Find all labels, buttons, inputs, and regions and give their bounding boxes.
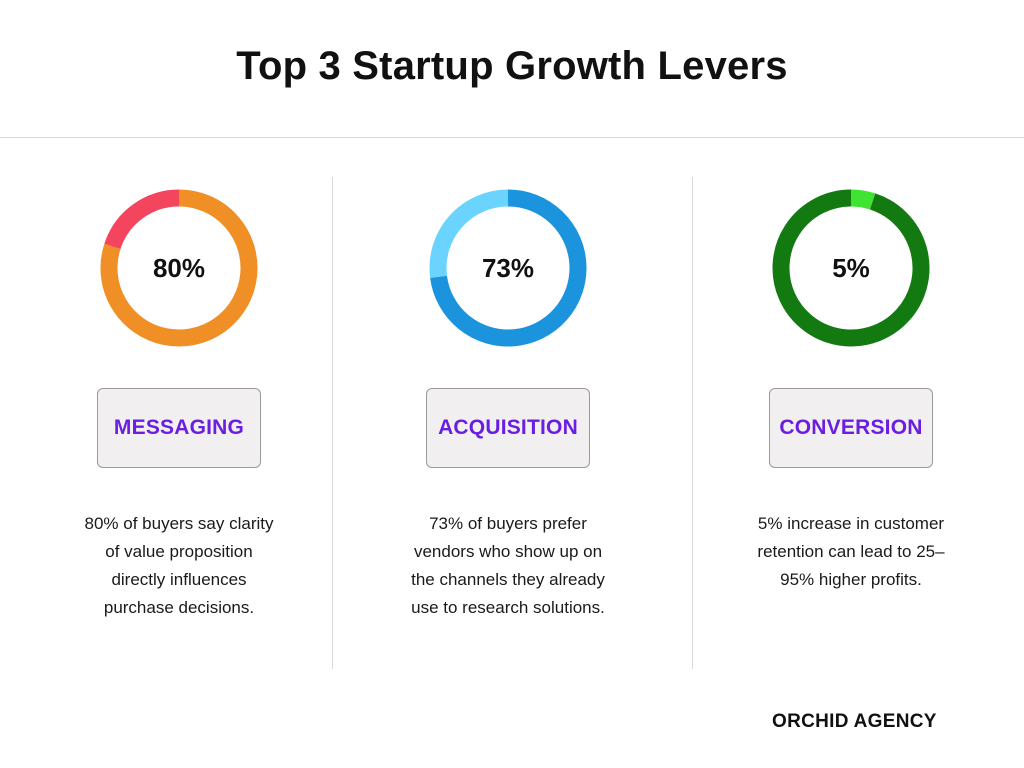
page-title: Top 3 Startup Growth Levers xyxy=(236,44,788,88)
lever-card-messaging: 80% MESSAGING 80% of buyers say clarity … xyxy=(59,188,299,622)
lever-card-acquisition: 73% ACQUISITION 73% of buyers prefer ven… xyxy=(388,188,628,622)
donut-percent-label: 80% xyxy=(152,253,206,283)
lever-label: ACQUISITION xyxy=(438,416,578,439)
donut-value-arc xyxy=(850,189,876,210)
donut-value-arc xyxy=(430,189,587,347)
donut-chart-acquisition: 73% xyxy=(428,188,588,348)
donut-remainder-arc xyxy=(104,189,180,250)
donut-remainder-arc xyxy=(429,189,509,278)
lever-description: 5% increase in customer retention can le… xyxy=(757,514,945,589)
donut-value-arc xyxy=(100,189,258,347)
column-divider-1 xyxy=(332,177,333,669)
donut-chart-conversion: 5% xyxy=(771,188,931,348)
lever-card-conversion: 5% CONVERSION 5% increase in customer re… xyxy=(731,188,971,594)
lever-label-box: ACQUISITION xyxy=(426,388,590,468)
donut-chart-messaging: 80% xyxy=(99,188,259,348)
lever-label-box: MESSAGING xyxy=(97,388,261,468)
donut-svg-conversion xyxy=(772,189,930,347)
donut-remainder-arc xyxy=(772,189,930,347)
lever-description: 73% of buyers prefer vendors who show up… xyxy=(411,514,605,617)
lever-label-box: CONVERSION xyxy=(769,388,933,468)
donut-percent-label: 5% xyxy=(832,253,870,283)
column-divider-2 xyxy=(692,177,693,669)
donut-svg-messaging xyxy=(100,189,258,347)
lever-label: CONVERSION xyxy=(779,416,923,439)
title-divider xyxy=(0,137,1024,138)
donut-percent-label: 73% xyxy=(481,253,535,283)
lever-description: 80% of buyers say clarity of value propo… xyxy=(84,514,274,617)
lever-label: MESSAGING xyxy=(113,416,245,439)
donut-svg-acquisition xyxy=(429,189,587,347)
brand-logo-text: ORCHID AGENCY xyxy=(772,711,937,732)
